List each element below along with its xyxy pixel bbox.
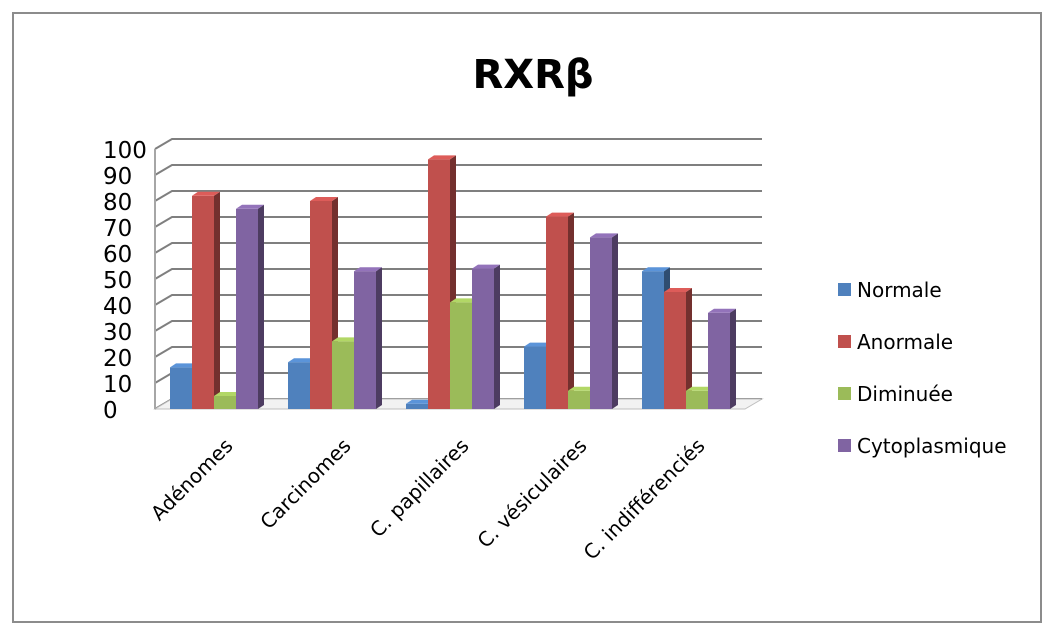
bar-front (546, 216, 568, 409)
y-tick-label: 70 (103, 216, 132, 242)
bar-top (310, 197, 338, 201)
bar-front (310, 201, 332, 409)
legend-item: Diminuée (838, 382, 953, 406)
bar (664, 288, 692, 409)
bar (546, 212, 574, 409)
bar-front (590, 237, 612, 409)
legend-label: Cytoplasmique (857, 434, 1007, 458)
bar-top (354, 267, 382, 272)
bar-side (730, 308, 736, 409)
bar-front (472, 268, 494, 409)
gridline (154, 190, 762, 202)
gridline (154, 164, 762, 176)
bar-top (236, 204, 264, 209)
y-tick-label: 90 (103, 164, 132, 190)
y-tick-label: 40 (103, 294, 132, 320)
bar-front (642, 271, 664, 409)
y-tick-label: 20 (103, 346, 132, 372)
bar-front (406, 403, 428, 409)
y-tick-label: 0 (103, 398, 118, 424)
bar-front (664, 292, 686, 409)
bar-top (472, 264, 500, 269)
legend-swatch (838, 335, 851, 348)
bar-top (664, 288, 692, 292)
bar-top (568, 386, 596, 391)
bar-front (708, 312, 730, 409)
bar-top (642, 267, 670, 272)
legend-label: Anormale (857, 330, 953, 354)
legend-item: Anormale (838, 330, 953, 354)
bar-side (376, 267, 382, 409)
bar (472, 264, 500, 409)
bar-top (214, 392, 242, 396)
legend: Normale Anormale Diminuée Cytoplasmique (838, 278, 1007, 458)
bar-front (686, 390, 708, 409)
bar-side (686, 288, 692, 409)
bar-front (568, 390, 590, 409)
bar-top (546, 212, 574, 217)
chart-title: RXRβ (472, 52, 593, 98)
bar-top (428, 155, 456, 160)
bar (192, 191, 220, 409)
x-tick-label: Carcinomes (255, 434, 355, 534)
x-tick-label: C. vésiculaires (472, 434, 591, 553)
bar-side (258, 204, 264, 409)
bar-front (428, 159, 450, 409)
bar-top (170, 363, 198, 368)
bar-top (590, 233, 618, 238)
bar-top (288, 358, 316, 363)
bar-front (450, 302, 472, 409)
bar-top (332, 337, 360, 342)
bar-front (192, 195, 214, 409)
bar-front (170, 367, 192, 409)
y-tick-label: 10 (103, 372, 132, 398)
y-tick-label: 100 (103, 138, 147, 164)
y-tick-label: 30 (103, 320, 132, 346)
bar-top (708, 308, 736, 313)
legend-label: Diminuée (857, 382, 953, 406)
bars (170, 155, 736, 409)
bar-top (192, 191, 220, 196)
y-tick-label: 50 (103, 268, 132, 294)
x-tick-label: Adénomes (146, 434, 238, 526)
gridline (154, 138, 762, 150)
legend-swatch (838, 387, 851, 400)
bar-side (612, 233, 618, 409)
chart-frame (12, 12, 1042, 623)
x-tick-label: C. indifférenciés (579, 434, 710, 565)
bar-front (214, 396, 236, 409)
bar-front (288, 362, 310, 409)
y-tick-label: 80 (103, 190, 132, 216)
legend-item: Normale (838, 278, 942, 302)
bar-top (406, 399, 434, 404)
y-tick-label: 60 (103, 242, 132, 268)
bar-front (236, 208, 258, 409)
bar-front (524, 346, 546, 409)
bar-front (354, 271, 376, 409)
bar (708, 308, 736, 409)
bar-top (686, 386, 714, 391)
bar-front (332, 341, 354, 409)
legend-swatch (838, 283, 851, 296)
bar-top (524, 342, 552, 347)
legend-swatch (838, 439, 851, 452)
bar-side (568, 212, 574, 409)
bar (590, 233, 618, 409)
x-tick-label: C. papillaires (365, 434, 473, 542)
bar-side (214, 191, 220, 409)
bar-top (450, 298, 478, 303)
bar (354, 267, 382, 409)
bar-side (494, 264, 500, 409)
legend-item: Cytoplasmique (838, 434, 1007, 458)
legend-label: Normale (857, 278, 942, 302)
bar (236, 204, 264, 409)
